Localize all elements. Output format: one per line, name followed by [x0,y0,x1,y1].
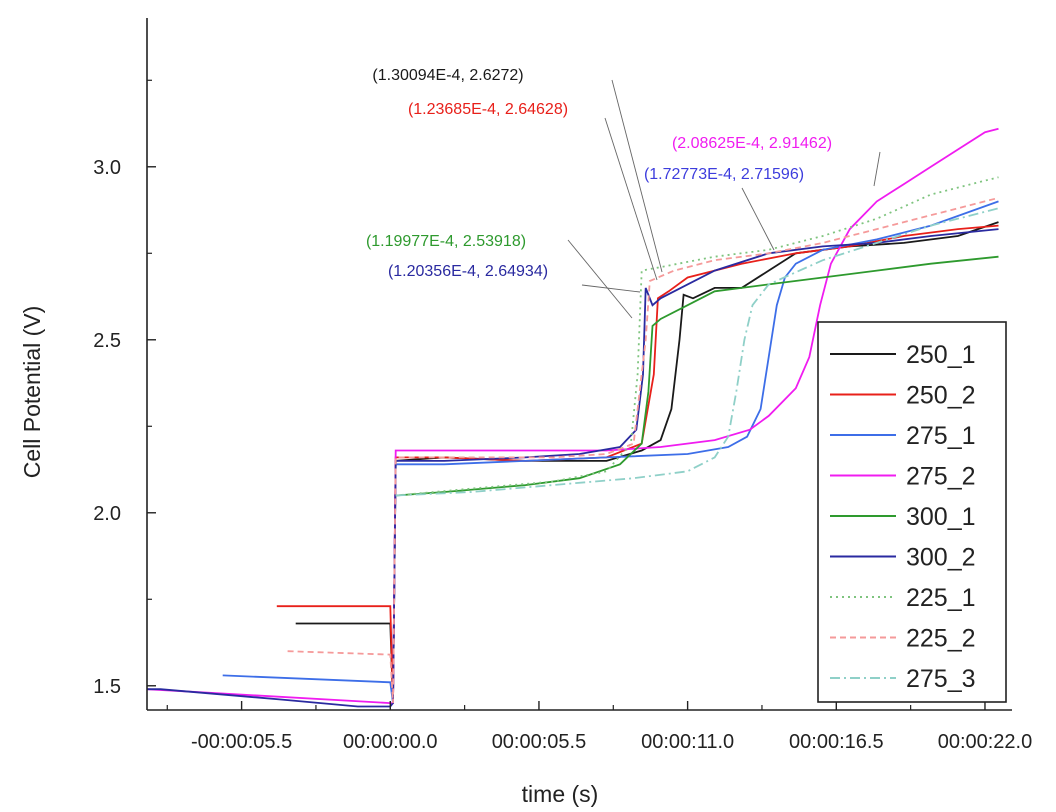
legend-label-275_1: 275_1 [906,422,976,450]
axes [146,18,1012,711]
series-line-275_3 [395,207,999,497]
x-tick-label: -00:00:05.5 [191,731,292,753]
legend-label-300_2: 300_2 [906,544,976,572]
x-tick-label: 00:00:05.5 [492,731,587,753]
annotation-leader [581,284,641,293]
annotations: (1.30094E-4, 2.6272) (1.23685E-4, 2.64628… [366,67,881,319]
annotation-leader [567,239,633,319]
annotation-label: (1.20356E-4, 2.64934) [388,263,548,280]
series-layer [147,127,999,708]
legend-label-225_2: 225_2 [906,625,976,653]
annotation-label: (1.30094E-4, 2.6272) [372,67,523,84]
legend-label-300_1: 300_1 [906,503,976,531]
y-tick-label: 2.5 [93,330,121,352]
legend: 250_1 250_2 275_1 275_2 300_1 300_2 225_1 225_2… [817,321,1007,703]
y-axis-title: Cell Potential (V) [19,306,45,479]
series-line-225_2 [287,197,999,704]
x-axis-title: time (s) [522,781,599,807]
legend-label-225_1: 225_1 [906,584,976,612]
annotation-label: (1.72773E-4, 2.71596) [644,166,804,183]
x-tick-label: 00:00:22.0 [938,731,1033,753]
y-tick-label: 3.0 [93,157,121,179]
legend-label-250_1: 250_1 [906,341,976,369]
legend-label-275_2: 275_2 [906,463,976,491]
legend-box [817,321,1007,703]
annotation-leader [741,187,775,251]
annotation-label: (1.23685E-4, 2.64628) [408,101,568,118]
x-tick-label: 00:00:00.0 [343,731,438,753]
annotation-label: (1.19977E-4, 2.53918) [366,233,526,250]
x-tick-label: 00:00:11.0 [641,731,734,753]
legend-label-275_3: 275_3 [906,665,976,693]
series-line-225_1 [395,176,999,497]
legend-label-250_2: 250_2 [906,382,976,410]
ticks: -00:00:05.5 00:00:00.0 00:00:05.5 00:00:11.… [93,79,1033,753]
y-tick-label: 2.0 [93,503,121,525]
annotation-leader [604,117,658,281]
series-line-300_1 [395,255,999,497]
series-line-275_2 [147,127,999,704]
x-tick-label: 00:00:16.5 [789,731,884,753]
y-tick-label: 1.5 [93,676,121,698]
annotation-leader [873,151,881,187]
annotation-leader [611,79,663,273]
annotation-label: (2.08625E-4, 2.91462) [672,135,832,152]
